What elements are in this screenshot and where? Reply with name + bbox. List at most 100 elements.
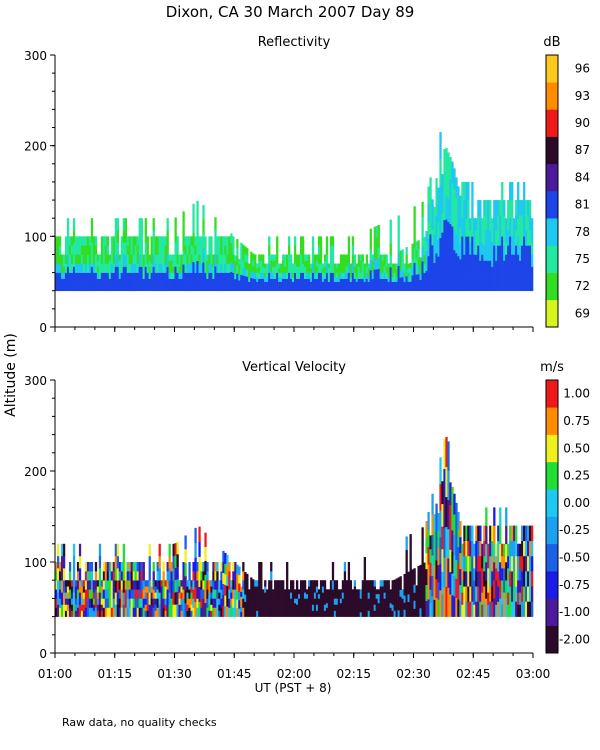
heatmap-cell (264, 286, 267, 292)
heatmap-cell (232, 272, 235, 282)
heatmap-cell (178, 604, 181, 611)
heatmap-cell (501, 236, 504, 255)
heatmap-cell (479, 586, 482, 602)
heatmap-cell (234, 261, 237, 268)
heatmap-cell (467, 540, 470, 557)
heatmap-cell (485, 215, 488, 231)
heatmap-cell (453, 229, 456, 251)
heatmap-cell (280, 604, 283, 611)
heatmap-cell (104, 607, 108, 617)
heatmap-cell (331, 263, 335, 273)
heatmap-cell (407, 571, 410, 580)
heatmap-cell (234, 278, 237, 286)
heatmap-cell (327, 602, 331, 608)
heatmap-cell (294, 272, 297, 282)
heatmap-cell (266, 602, 269, 608)
heatmap-cell (467, 586, 470, 602)
heatmap-cell (511, 555, 514, 572)
heatmap-cell (437, 256, 440, 274)
heatmap-cell (86, 598, 90, 608)
colorbar-label: 0.00 (563, 496, 590, 510)
heatmap-cell (313, 580, 317, 587)
heatmap-cell (499, 562, 502, 581)
heatmap-cell (230, 580, 233, 587)
heatmap-cell (116, 218, 120, 231)
heatmap-cell (82, 580, 86, 587)
heatmap-cell (453, 514, 456, 535)
heatmap-cell (262, 284, 265, 292)
heatmap-cell (327, 272, 331, 278)
heatmap-cell (349, 610, 353, 617)
heatmap-cell (405, 603, 408, 617)
heatmap-cell (311, 586, 315, 593)
heatmap-cell (371, 592, 374, 599)
heatmap-cell (395, 286, 398, 292)
heatmap-cell (74, 610, 78, 617)
heatmap-cell (168, 260, 171, 267)
heatmap-cell (511, 236, 514, 255)
heatmap-cell (315, 272, 319, 279)
heatmap-cell (383, 260, 386, 267)
heatmap-cell (218, 281, 221, 292)
heatmap-cell (405, 563, 408, 577)
heatmap-cell (110, 263, 114, 273)
heatmap-cell (272, 260, 275, 267)
heatmap-cell (417, 240, 420, 250)
heatmap-cell (487, 275, 490, 292)
heatmap-cell (274, 610, 277, 617)
heatmap-cell (501, 555, 504, 569)
heatmap-cell (118, 284, 122, 292)
heatmap-cell (142, 254, 145, 261)
heatmap-cell (224, 605, 227, 617)
heatmap-cell (313, 610, 317, 617)
heatmap-cell (58, 245, 62, 255)
heatmap-cell (234, 255, 237, 262)
heatmap-cell (268, 263, 271, 273)
heatmap-cell (134, 254, 137, 264)
heatmap-cell (288, 254, 291, 264)
heatmap-cell (361, 592, 365, 599)
heatmap-cell (385, 580, 388, 587)
heatmap-cell (102, 580, 106, 590)
heatmap-cell (359, 593, 363, 599)
heatmap-cell (76, 589, 80, 599)
heatmap-cell (387, 598, 390, 605)
heatmap-cell (383, 284, 386, 292)
heatmap-cell (369, 228, 372, 240)
heatmap-cell (403, 286, 406, 292)
heatmap-cell (431, 555, 434, 576)
heatmap-cell (216, 245, 219, 255)
heatmap-cell (411, 585, 414, 594)
heatmap-cell (395, 597, 398, 605)
heatmap-cell (393, 610, 396, 617)
heatmap-cell (162, 589, 165, 599)
heatmap-cell (270, 278, 273, 285)
heatmap-cell (351, 612, 355, 617)
heatmap-cell (174, 217, 177, 230)
heatmap-cell (264, 277, 267, 282)
heatmap-cell (94, 254, 98, 264)
heatmap-cell (415, 241, 418, 250)
heatmap-cell (413, 584, 416, 593)
heatmap-cell (104, 236, 108, 246)
heatmap-cell (60, 555, 64, 569)
heatmap-cell (124, 589, 127, 599)
heatmap-cell (72, 555, 76, 569)
heatmap-cell (136, 571, 139, 581)
heatmap-cell (158, 580, 161, 593)
heatmap-cell (461, 604, 464, 617)
heatmap-cell (254, 284, 257, 292)
heatmap-cell (194, 557, 197, 573)
heatmap-cell (307, 598, 311, 605)
heatmap-cell (172, 260, 175, 267)
heatmap-cell (190, 281, 193, 292)
heatmap-cell (94, 281, 98, 292)
heatmap-cell (78, 254, 82, 264)
heatmap-cell (192, 247, 195, 263)
heatmap-cell (525, 215, 528, 231)
heatmap-cell (74, 580, 78, 587)
heatmap-cell (284, 612, 287, 617)
heatmap-cell (180, 598, 183, 605)
heatmap-cell (60, 543, 64, 557)
heatmap-cell (457, 546, 460, 565)
